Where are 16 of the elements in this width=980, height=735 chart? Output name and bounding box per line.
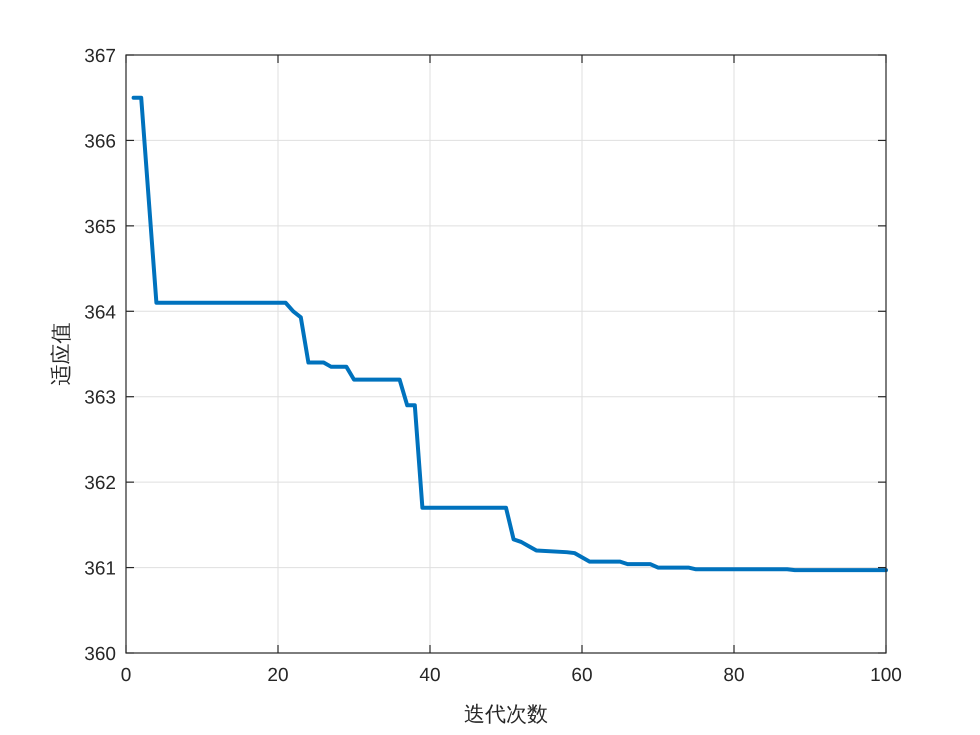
y-tick-label: 362 <box>84 473 116 494</box>
x-axis-title: 迭代次数 <box>464 703 548 726</box>
y-tick-label: 364 <box>84 302 116 324</box>
y-tick-label: 361 <box>84 558 116 580</box>
y-axis-title: 适应值 <box>50 322 73 386</box>
y-tick-label: 363 <box>84 388 116 409</box>
x-tick-label: 0 <box>120 665 132 686</box>
y-tick-label: 366 <box>84 131 116 152</box>
x-tick-label: 60 <box>571 665 593 686</box>
x-tick-label: 20 <box>267 665 289 686</box>
y-tick-label: 360 <box>84 644 116 665</box>
x-tick-label: 100 <box>870 665 902 686</box>
x-tick-label: 80 <box>723 665 745 686</box>
y-tick-label: 365 <box>84 216 116 238</box>
x-tick-label: 40 <box>419 665 441 686</box>
y-tick-label: 367 <box>84 46 116 67</box>
